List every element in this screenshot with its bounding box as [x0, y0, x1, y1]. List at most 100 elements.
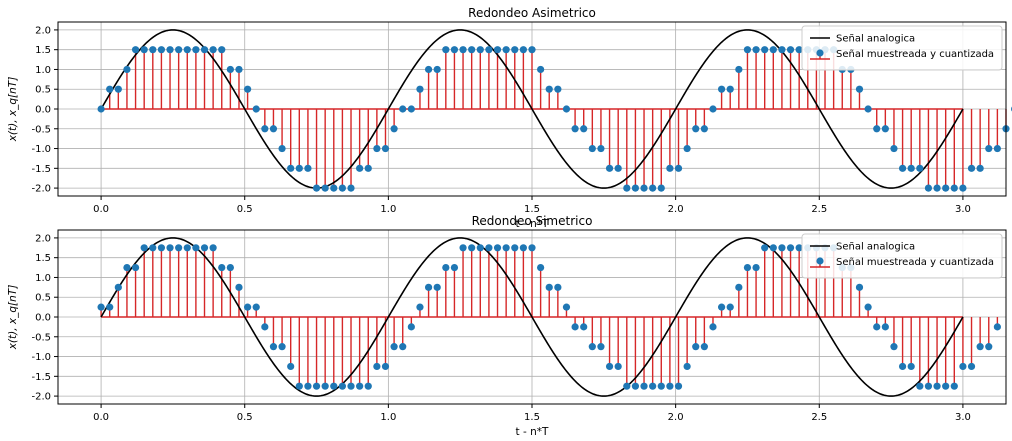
sample-marker: [476, 46, 484, 54]
sample-marker: [898, 362, 907, 371]
sample-marker: [244, 303, 252, 311]
sample-marker: [597, 343, 605, 351]
y-tick-label: 0.0: [35, 105, 51, 116]
sample-marker: [511, 46, 519, 54]
sample-marker: [433, 283, 441, 291]
sample-marker: [674, 164, 683, 172]
sample-marker: [864, 303, 872, 311]
sample-marker: [519, 244, 527, 252]
sample-marker: [450, 46, 459, 54]
sample-marker: [562, 303, 571, 311]
sample-marker: [235, 283, 243, 291]
y-tick-label: -1.0: [31, 144, 51, 155]
sample-marker: [554, 85, 562, 93]
sample-marker: [657, 382, 665, 390]
sample-marker: [873, 125, 881, 133]
sample-marker: [287, 362, 295, 371]
sample-marker: [623, 382, 631, 390]
sample-marker: [916, 382, 924, 390]
chart-title: Redondeo Asimetrico: [468, 6, 596, 20]
y-tick-label: 0.5: [35, 85, 51, 96]
subplot-1: 0.0 0.5 1.0 1.5 2.0 2.5 3.0 -2.0 -1.5 -1.0 -0.5 0.0…: [7, 6, 1012, 230]
sample-marker: [924, 184, 933, 192]
sample-marker: [226, 263, 234, 272]
sample-marker: [131, 263, 140, 272]
stem-lines: [100, 247, 999, 387]
y-tick-label: -0.5: [31, 332, 51, 343]
sample-marker: [321, 382, 329, 390]
sample-marker: [252, 303, 260, 311]
sample-marker: [304, 382, 312, 390]
sample-marker: [252, 105, 260, 113]
sample-marker: [795, 244, 803, 252]
sample-marker: [967, 362, 976, 371]
sample-marker: [735, 65, 743, 74]
sample-marker: [881, 323, 889, 331]
sample-marker: [519, 46, 527, 54]
x-tick-label: 1.0: [380, 412, 396, 423]
sample-marker: [898, 164, 907, 172]
sample-marker: [502, 244, 510, 252]
y-tick-label: 1.0: [35, 273, 51, 284]
sample-marker: [778, 46, 786, 54]
sample-marker: [985, 144, 993, 153]
sample-marker: [864, 105, 872, 113]
sample-marker: [683, 362, 691, 371]
sample-marker: [537, 263, 545, 272]
legend-marker-swatch: [816, 49, 824, 57]
sample-marker: [597, 144, 605, 153]
sample-marker: [545, 283, 553, 291]
sample-marker: [114, 283, 122, 291]
sample-marker: [993, 323, 1001, 331]
sample-marker: [967, 164, 976, 172]
sample-marker: [640, 382, 648, 390]
sample-marker: [304, 164, 312, 172]
sample-marker: [623, 184, 631, 192]
sample-marker: [959, 362, 967, 371]
sample-marker: [424, 65, 433, 74]
sample-marker: [261, 323, 269, 331]
sample-marker: [433, 65, 441, 74]
sample-marker: [269, 125, 278, 133]
sample-marker: [200, 46, 209, 54]
sample-marker: [149, 244, 157, 252]
legend-sampled-label: Señal muestreada y cuantizada: [836, 49, 994, 60]
legend-marker-swatch: [816, 257, 824, 265]
x-tick-label: 2.5: [811, 204, 827, 215]
sample-marker: [235, 65, 243, 74]
sample-marker: [485, 46, 493, 54]
sample-marker: [373, 362, 381, 371]
sample-marker: [312, 184, 321, 192]
y-tick-label: -2.0: [31, 392, 51, 403]
sample-marker: [97, 105, 105, 113]
sample-marker: [786, 244, 795, 252]
sample-marker: [554, 283, 562, 291]
sample-marker: [200, 244, 209, 252]
sample-marker: [338, 382, 346, 390]
sample-marker: [416, 85, 424, 93]
y-tick-label: 2.0: [35, 233, 51, 244]
x-tick-label: 0.5: [237, 204, 253, 215]
sample-marker: [674, 382, 683, 390]
sample-marker: [295, 382, 303, 390]
stem-lines: [109, 49, 1007, 189]
sample-marker: [106, 303, 114, 311]
sample-marker: [666, 164, 674, 172]
sample-marker: [700, 125, 708, 133]
sample-marker: [855, 85, 864, 93]
subplot-2: 0.0 0.5 1.0 1.5 2.0 2.5 3.0 -2.0 -1.5 -1.0 -0.5 0.0…: [7, 214, 1007, 438]
sample-marker: [140, 46, 148, 54]
sample-marker: [97, 303, 105, 311]
sample-marker: [407, 323, 415, 331]
sample-marker: [769, 244, 777, 252]
sample-marker: [347, 382, 355, 390]
sample-marker: [183, 244, 191, 252]
sample-marker: [924, 382, 933, 390]
sample-marker: [209, 46, 217, 54]
sample-marker: [338, 184, 346, 192]
sample-marker: [743, 46, 752, 54]
sample-marker: [321, 184, 329, 192]
sample-marker: [175, 244, 183, 252]
sample-marker: [347, 184, 355, 192]
sample-marker: [312, 382, 321, 390]
